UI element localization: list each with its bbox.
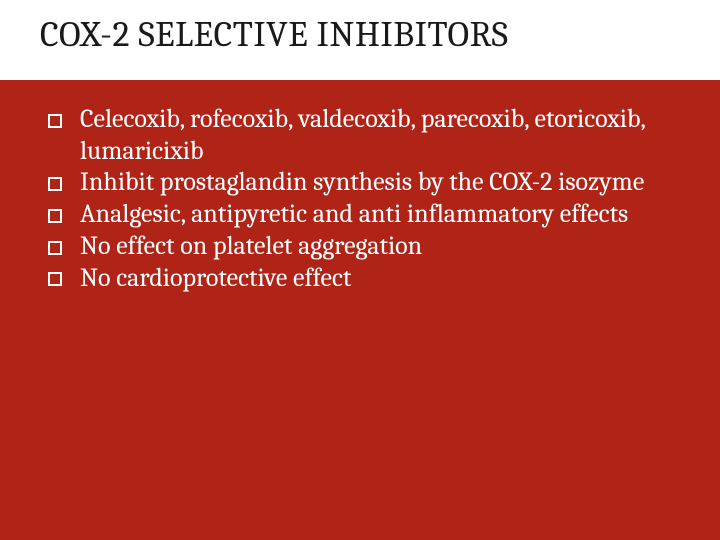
list-item-text: No effect on platelet aggregation xyxy=(80,231,422,261)
list-item-text: Celecoxib, rofecoxib, valdecoxib, pareco… xyxy=(80,104,645,166)
list-item-text: No cardioprotective effect xyxy=(80,263,351,293)
square-bullet-icon xyxy=(48,114,62,128)
list-item-text: Inhibit prostaglandin synthesis by the C… xyxy=(80,167,644,197)
slide-title: COX-2 SELECTIVE INHIBITORS xyxy=(40,14,508,55)
square-bullet-icon xyxy=(48,272,62,286)
square-bullet-icon xyxy=(48,209,62,223)
list-item: No effect on platelet aggregation xyxy=(48,231,676,263)
list-item-text: Analgesic, antipyretic and anti inflamma… xyxy=(80,199,628,229)
list-item: Inhibit prostaglandin synthesis by the C… xyxy=(48,167,676,199)
list-item: No cardioprotective effect xyxy=(48,263,676,295)
square-bullet-icon xyxy=(48,177,62,191)
content-panel: Celecoxib, rofecoxib, valdecoxib, pareco… xyxy=(0,80,720,540)
list-item: Celecoxib, rofecoxib, valdecoxib, pareco… xyxy=(48,104,676,167)
slide: COX-2 SELECTIVE INHIBITORS Celecoxib, ro… xyxy=(0,0,720,540)
bullet-list: Celecoxib, rofecoxib, valdecoxib, pareco… xyxy=(48,104,676,294)
list-item: Analgesic, antipyretic and anti inflamma… xyxy=(48,199,676,231)
square-bullet-icon xyxy=(48,241,62,255)
